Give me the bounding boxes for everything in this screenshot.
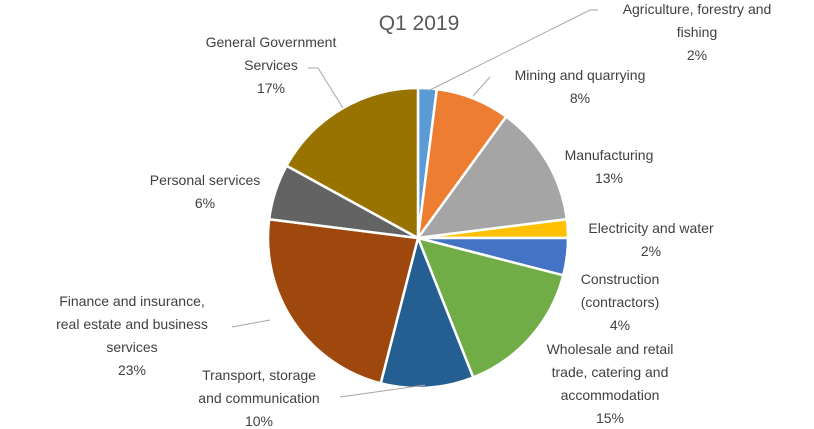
data-label-text: real estate and business xyxy=(56,316,208,332)
data-label-wholesale: Wholesale and retail trade, catering and a… xyxy=(547,341,674,426)
data-label-text: Transport, storage xyxy=(202,367,316,383)
data-label-text: (contractors) xyxy=(581,294,660,310)
data-label-text: fishing xyxy=(677,24,717,40)
data-label-transport: Transport, storage and communication 10% xyxy=(198,367,319,429)
leader-line-agriculture xyxy=(429,9,598,91)
data-label-text: Manufacturing xyxy=(565,147,654,163)
data-label-text: Electricity and water xyxy=(588,220,714,236)
pie-slice-wholesale xyxy=(416,236,565,379)
leader-line-government xyxy=(308,67,344,109)
leader-line-finance xyxy=(231,319,271,328)
pie-slice-government xyxy=(285,86,420,240)
data-label-text: trade, catering and xyxy=(552,364,669,380)
data-label-government: General Government Services 17% xyxy=(206,34,337,96)
data-label-text: General Government xyxy=(206,34,337,50)
data-label-value: 4% xyxy=(610,317,630,333)
data-label-value: 17% xyxy=(257,80,285,96)
data-label-text: accommodation xyxy=(561,387,660,403)
data-label-text: Mining and quarrying xyxy=(515,67,646,83)
data-label-value: 15% xyxy=(596,410,624,426)
data-label-value: 10% xyxy=(245,413,273,429)
data-label-value: 13% xyxy=(595,170,623,186)
data-label-value: 2% xyxy=(641,243,661,259)
data-label-value: 2% xyxy=(687,47,707,63)
data-label-text: Agriculture, forestry and xyxy=(623,1,772,17)
data-label-value: 8% xyxy=(570,90,590,106)
data-label-construction: Construction (contractors) 4% xyxy=(581,271,660,333)
leader-line-transport xyxy=(339,384,426,398)
data-label-personal: Personal services 6% xyxy=(150,172,261,211)
data-label-agriculture: Agriculture, forestry and fishing 2% xyxy=(623,1,772,63)
chart-title: Q1 2019 xyxy=(379,12,460,35)
data-label-text: Personal services xyxy=(150,172,261,188)
data-label-value: 6% xyxy=(195,195,215,211)
data-label-manufacturing: Manufacturing 13% xyxy=(565,147,654,186)
leader-line-mining xyxy=(472,76,491,97)
pie-slice-finance xyxy=(266,217,420,385)
pie-slice-manufacturing xyxy=(416,115,569,240)
pie-slice-transport xyxy=(379,236,475,390)
data-label-value: 23% xyxy=(118,362,146,378)
data-label-text: Services xyxy=(244,57,298,73)
data-label-mining: Mining and quarrying 8% xyxy=(515,67,646,106)
leader-lines xyxy=(231,9,598,398)
data-label-text: Finance and insurance, xyxy=(59,293,205,309)
data-label-text: services xyxy=(106,339,157,355)
data-label-electricity: Electricity and water 2% xyxy=(588,220,714,259)
data-label-text: Construction xyxy=(581,271,660,287)
data-label-finance: Finance and insurance, real estate and bu… xyxy=(56,293,208,378)
data-labels: Agriculture, forestry and fishing 2% Mining… xyxy=(56,1,771,429)
pie-slices xyxy=(266,86,570,390)
data-label-text: and communication xyxy=(198,390,319,406)
data-label-text: Wholesale and retail xyxy=(547,341,674,357)
